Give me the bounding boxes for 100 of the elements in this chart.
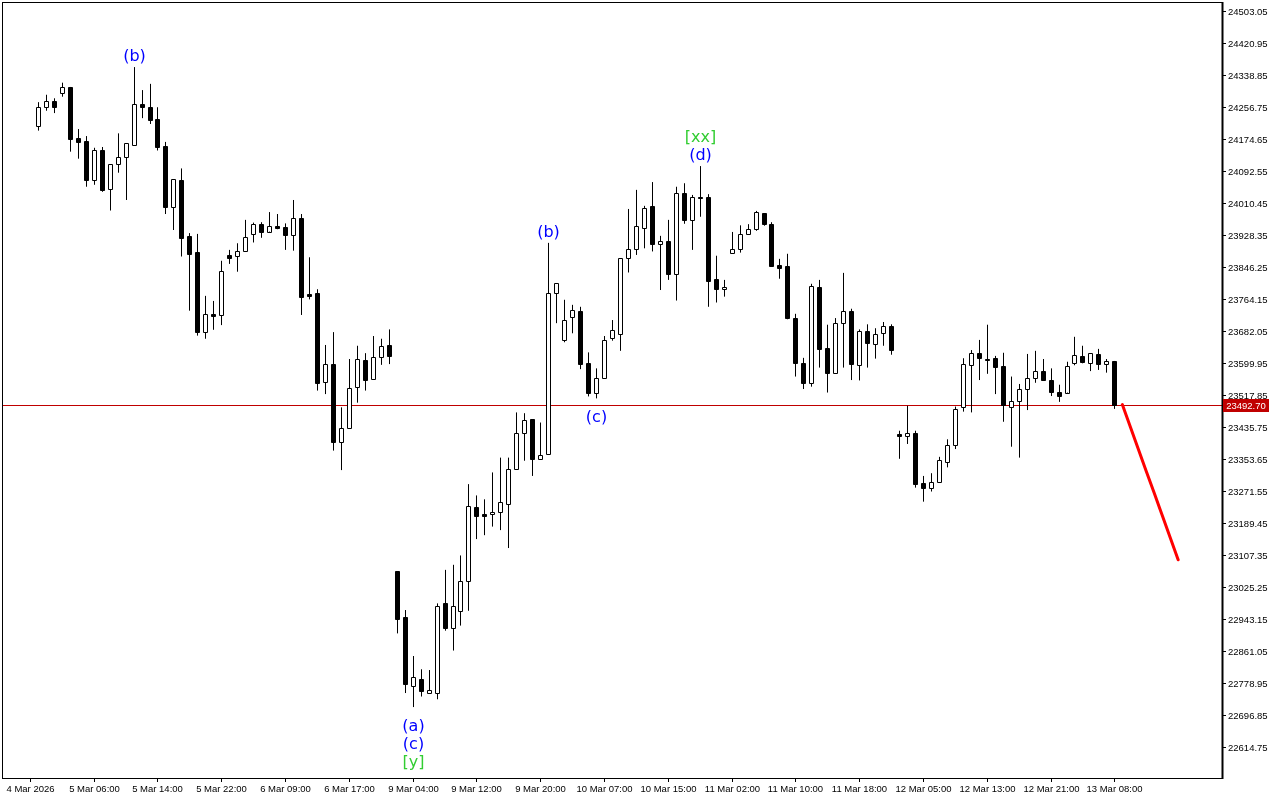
candlestick (1049, 367, 1054, 397)
candlestick (235, 242, 240, 273)
y-tick-label: 24256.75 (1228, 102, 1268, 113)
candlestick (642, 205, 647, 249)
candlestick (785, 253, 790, 320)
x-tick-label: 13 Mar 08:00 (1086, 782, 1143, 794)
candlestick (674, 186, 679, 302)
candlestick (291, 199, 296, 252)
candlestick (618, 257, 623, 352)
candlestick (610, 319, 615, 342)
candlestick (1033, 350, 1038, 384)
candlestick (562, 299, 567, 343)
y-tick-label: 23764.15 (1228, 294, 1268, 305)
x-tick-label: 6 Mar 17:00 (324, 782, 375, 794)
x-tick-label: 10 Mar 15:00 (640, 782, 697, 794)
y-tick-label: 23189.45 (1228, 518, 1268, 529)
candlestick (243, 219, 248, 252)
candlestick (68, 86, 73, 153)
candlestick (108, 163, 113, 212)
candlestick (530, 418, 535, 477)
candlestick (116, 132, 121, 174)
candlestick (953, 406, 958, 450)
x-tick-label: 4 Mar 2026 (6, 782, 55, 794)
candlestick (809, 283, 814, 388)
candlestick (299, 213, 304, 316)
candlestick (746, 223, 751, 235)
y-tick-label: 23517.85 (1228, 390, 1268, 401)
candlestick (355, 345, 360, 404)
x-tick-label: 12 Mar 05:00 (895, 782, 952, 794)
x-tick-label: 11 Mar 02:00 (704, 782, 761, 794)
line-series (1120, 403, 1180, 562)
candlestick (929, 472, 934, 493)
y-tick-label: 24338.85 (1228, 70, 1268, 81)
candlestick (331, 331, 336, 452)
candlestick (283, 222, 288, 251)
candlestick (1017, 383, 1022, 459)
candlestick (825, 324, 830, 394)
candlestick (498, 457, 503, 531)
candlestick (323, 344, 328, 395)
candlestick (395, 570, 400, 634)
candlestick (1112, 360, 1117, 410)
candlestick (132, 66, 137, 147)
y-tick-label: 24174.65 (1228, 134, 1268, 145)
y-tick-label: 22778.95 (1228, 678, 1268, 689)
candlestick (921, 475, 926, 503)
candlestick (371, 335, 376, 380)
candlestick (1041, 358, 1046, 382)
candlestick (148, 83, 153, 125)
candlestick (84, 135, 89, 188)
candlestick (722, 279, 727, 298)
candlestick (738, 224, 743, 254)
candlestick (163, 141, 168, 215)
candlestick (387, 328, 392, 365)
candlestick (993, 355, 998, 395)
candlestick (1065, 361, 1070, 394)
candlestick (730, 231, 735, 254)
candlestick (1057, 384, 1062, 403)
candlestick (977, 339, 982, 381)
candlestick (841, 272, 846, 369)
y-tick-label: 23025.25 (1228, 582, 1268, 593)
x-tick-label: 12 Mar 13:00 (959, 782, 1016, 794)
annotation: (d) (689, 144, 712, 164)
candlestick (522, 412, 527, 462)
candlestick (195, 233, 200, 337)
candlestick (44, 94, 49, 112)
candlestick (690, 194, 695, 251)
candlestick (506, 457, 511, 549)
y-tick-label: 23846.25 (1228, 262, 1268, 273)
candlestick (267, 211, 272, 233)
y-tick-label: 22943.15 (1228, 614, 1268, 625)
candlestick (881, 321, 886, 347)
candlestick (650, 181, 655, 252)
candlestick (586, 351, 591, 397)
candlestick (754, 210, 759, 232)
candlestick (466, 483, 471, 612)
candlestick (1080, 345, 1085, 364)
candlestick (570, 304, 575, 334)
y-tick-label: 23682.05 (1228, 326, 1268, 337)
candlestick (706, 193, 711, 308)
candlestick (594, 367, 599, 399)
x-tick-label: 5 Mar 22:00 (196, 782, 247, 794)
annotation: [y] (402, 751, 425, 771)
candlestick (474, 494, 479, 540)
y-tick-label: 24420.95 (1228, 38, 1268, 49)
candlestick (985, 324, 990, 375)
x-tick-label: 9 Mar 04:00 (388, 782, 439, 794)
candlestick (92, 147, 97, 186)
candlestick (801, 357, 806, 390)
candlestick (419, 668, 424, 698)
candlestick (411, 655, 416, 708)
y-tick-label: 23353.65 (1228, 454, 1268, 465)
annotation: (c) (402, 733, 425, 753)
candlestick (833, 317, 838, 374)
annotation: (c) (585, 406, 608, 426)
candlestick (546, 242, 551, 455)
candlestick (777, 258, 782, 280)
candlestick (634, 189, 639, 256)
y-tick-label: 24503.05 (1228, 6, 1268, 17)
candlestick (554, 282, 559, 324)
candlestick (458, 554, 463, 627)
